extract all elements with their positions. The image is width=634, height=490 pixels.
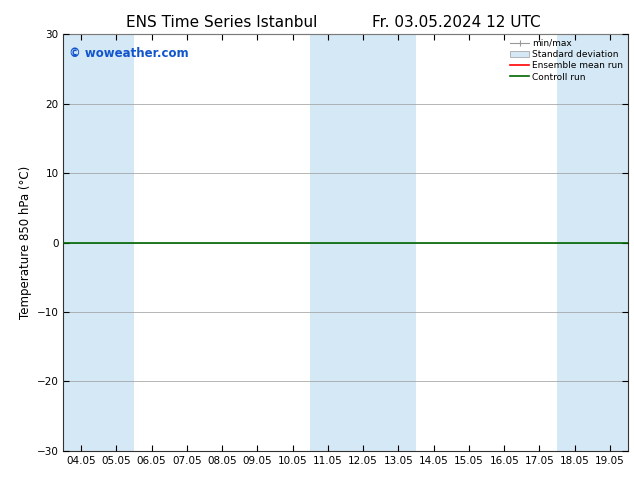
Y-axis label: Temperature 850 hPa (°C): Temperature 850 hPa (°C) [20, 166, 32, 319]
Bar [63, 34, 99, 451]
Bar [310, 34, 346, 451]
Bar [99, 34, 134, 451]
Text: Fr. 03.05.2024 12 UTC: Fr. 03.05.2024 12 UTC [372, 15, 541, 30]
Bar [346, 34, 381, 451]
Text: ENS Time Series Istanbul: ENS Time Series Istanbul [126, 15, 318, 30]
Legend: min/max, Standard deviation, Ensemble mean run, Controll run: min/max, Standard deviation, Ensemble me… [508, 37, 625, 83]
Bar [592, 34, 628, 451]
Bar [381, 34, 416, 451]
Bar [557, 34, 592, 451]
Text: © woweather.com: © woweather.com [69, 47, 189, 60]
